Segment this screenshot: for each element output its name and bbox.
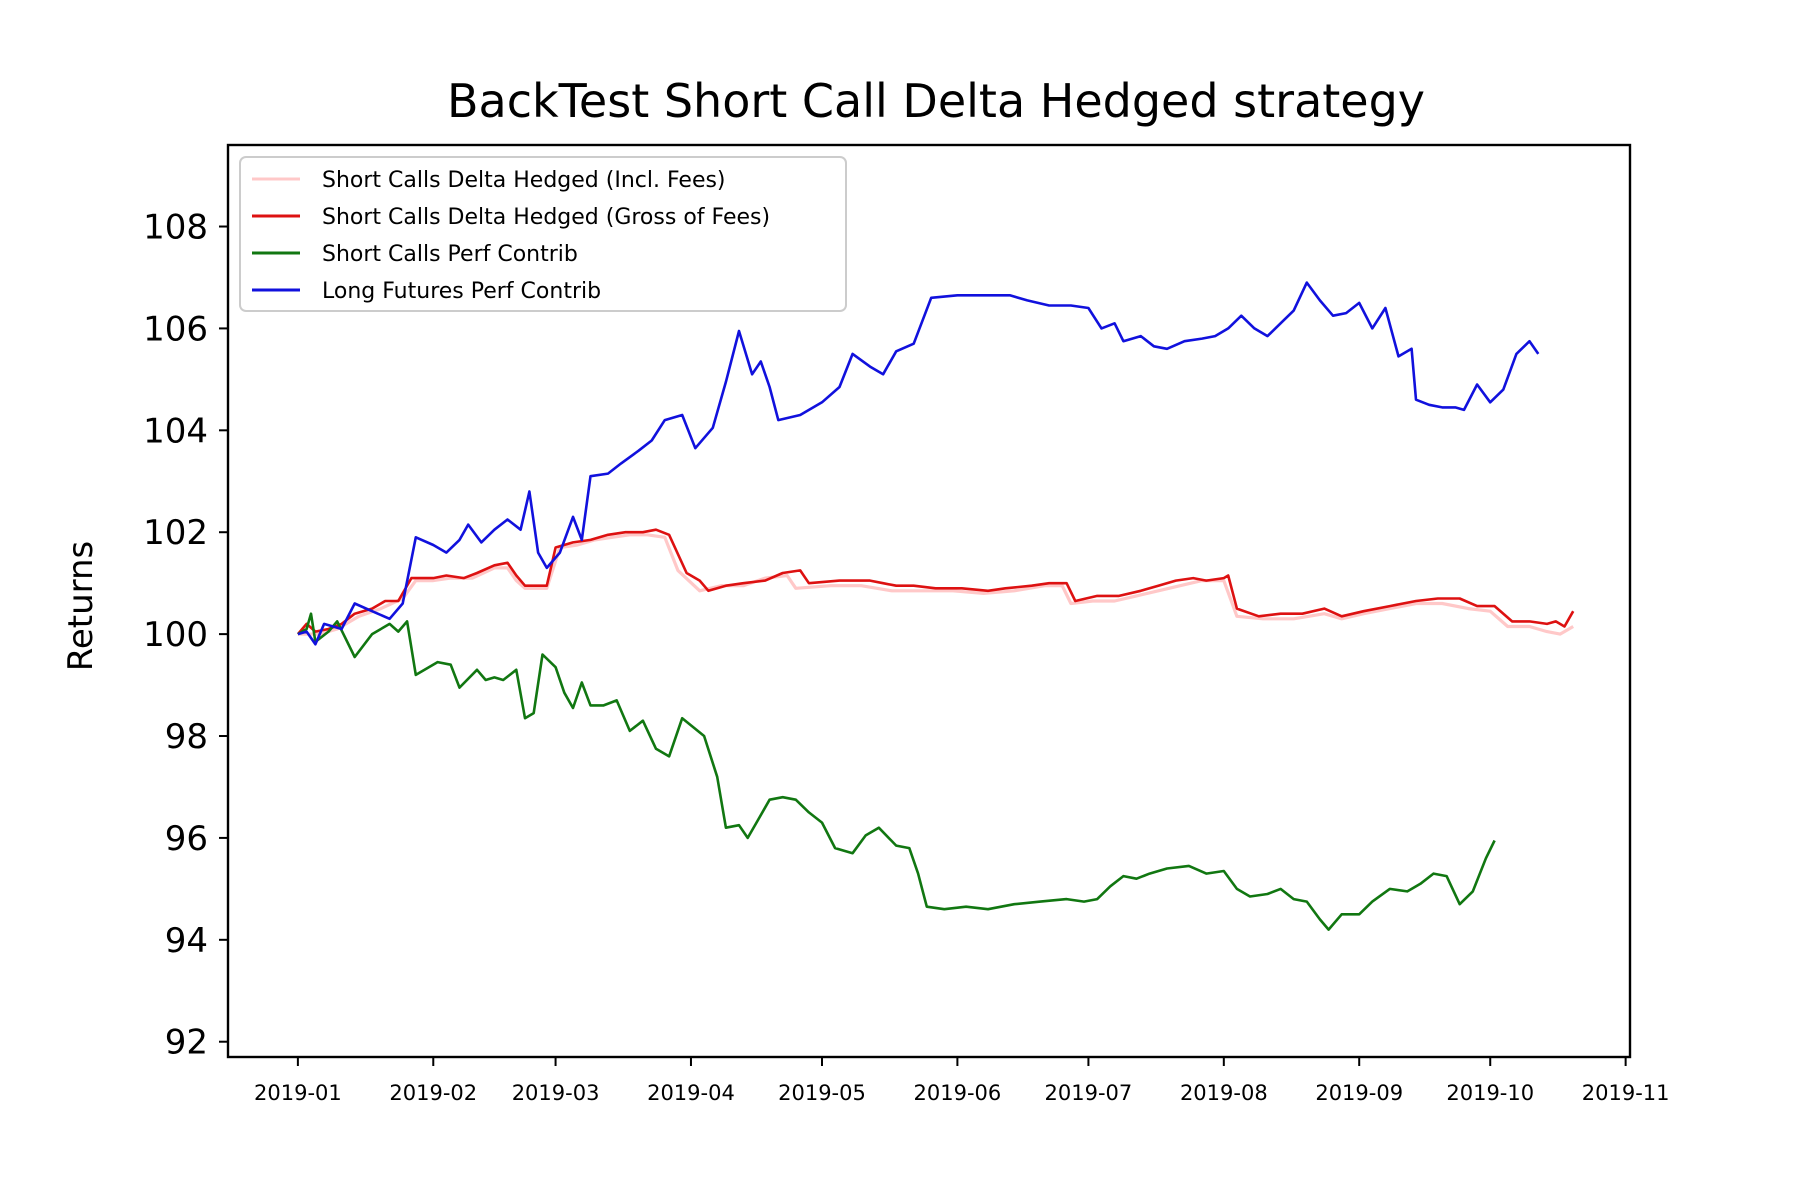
y-tick-label: 104 xyxy=(143,411,208,451)
x-tick-label: 2019-04 xyxy=(647,1081,735,1105)
series-line-1 xyxy=(297,533,1575,636)
x-tick-label: 2019-03 xyxy=(512,1081,600,1105)
x-tick-label: 2019-01 xyxy=(254,1081,342,1105)
legend: Short Calls Delta Hedged (Incl. Fees) Sho… xyxy=(239,156,847,312)
x-tick-label: 2019-11 xyxy=(1582,1081,1670,1105)
x-tick-label: 2019-08 xyxy=(1180,1081,1268,1105)
y-tick-label: 98 xyxy=(165,717,208,757)
plot-area xyxy=(226,143,1632,1059)
x-tick-label: 2019-07 xyxy=(1045,1081,1133,1105)
y-tick-label: 106 xyxy=(143,309,208,349)
x-axis: 2019-01 2019-02 2019-03 2019-04 2019-05 2019-… xyxy=(254,1057,1670,1105)
y-tick-label: 100 xyxy=(143,615,208,655)
series-line-2 xyxy=(296,528,1575,635)
y-axis-label: Returns xyxy=(61,541,101,672)
series-line-4 xyxy=(297,281,1540,646)
x-tick-label: 2019-10 xyxy=(1446,1081,1534,1105)
legend-label: Short Calls Perf Contrib xyxy=(322,242,578,267)
y-axis: 92 94 96 98 100 102 104 106 108 xyxy=(143,208,228,1063)
legend-label: Short Calls Delta Hedged (Incl. Fees) xyxy=(322,168,726,193)
series-line-3 xyxy=(297,612,1496,931)
legend-label: Long Futures Perf Contrib xyxy=(322,279,601,304)
legend-label: Short Calls Delta Hedged (Gross of Fees) xyxy=(322,205,770,230)
y-tick-label: 96 xyxy=(165,819,208,859)
x-tick-label: 2019-02 xyxy=(389,1081,477,1105)
y-tick-label: 92 xyxy=(165,1023,208,1063)
y-tick-label: 108 xyxy=(143,208,208,248)
legend-frame xyxy=(239,156,847,312)
series-lines xyxy=(296,281,1575,931)
chart-title: BackTest Short Call Delta Hedged strateg… xyxy=(447,74,1425,128)
x-tick-label: 2019-09 xyxy=(1315,1081,1403,1105)
legend-items: Short Calls Delta Hedged (Incl. Fees) Sho… xyxy=(252,168,770,304)
x-tick-label: 2019-05 xyxy=(778,1081,866,1105)
x-tick-label: 2019-06 xyxy=(914,1081,1002,1105)
y-tick-label: 102 xyxy=(143,513,208,553)
y-tick-label: 94 xyxy=(165,921,208,961)
